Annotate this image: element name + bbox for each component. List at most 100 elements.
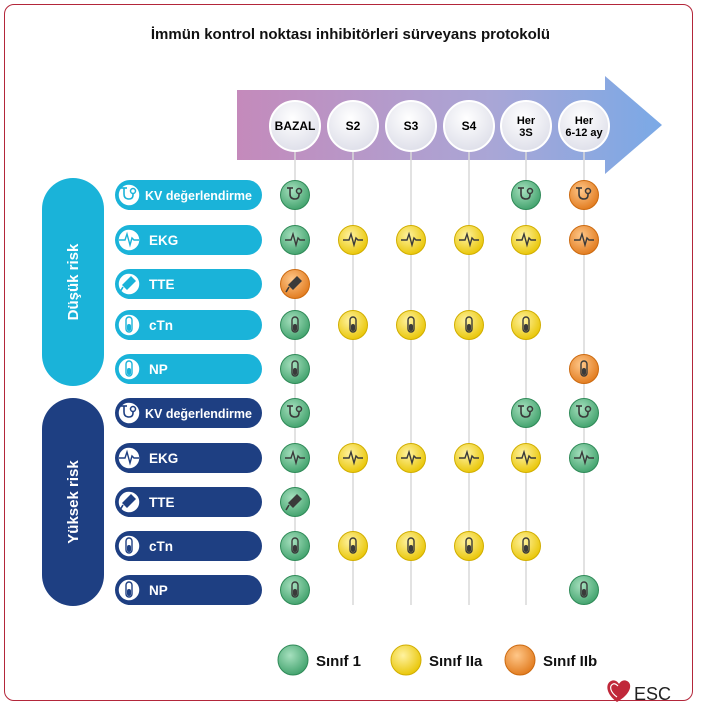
test-tube-icon xyxy=(291,581,299,598)
recommendation-dot xyxy=(569,180,599,210)
recommendation-dot xyxy=(569,398,599,428)
recommendation-dot xyxy=(511,443,541,473)
timepoint-label: BAZAL xyxy=(275,119,316,133)
probe-cable xyxy=(119,504,124,511)
class-1-dot xyxy=(511,398,541,428)
timepoint-circle xyxy=(443,100,495,152)
ultrasound-probe-icon xyxy=(122,494,136,508)
timepoint-label: 6-12 ay xyxy=(565,127,603,139)
test-tube-fill xyxy=(582,368,586,375)
esc-logo: ESC xyxy=(607,680,671,704)
class-1-dot xyxy=(280,180,310,210)
test-row-label: TTE xyxy=(149,277,175,292)
recommendation-dot xyxy=(338,225,368,255)
stethoscope-icon xyxy=(123,406,134,418)
recommendation-dot xyxy=(511,531,541,561)
legend-swatch xyxy=(390,644,422,676)
recommendation-dot xyxy=(511,310,541,340)
test-tube-icon xyxy=(291,537,299,554)
recommendation-dot xyxy=(569,443,599,473)
timepoint-circle xyxy=(558,100,610,152)
test-tube-fill xyxy=(524,545,528,552)
timepoint-header: S3 xyxy=(385,100,437,152)
test-tube-icon xyxy=(349,537,357,554)
test-tube-icon xyxy=(465,537,473,554)
ecg-wave-icon xyxy=(574,449,594,466)
test-row: KV değerlendirme xyxy=(115,180,262,210)
ecg-wave-icon xyxy=(516,231,536,248)
test-tube-icon xyxy=(465,316,473,333)
test-tube-icon xyxy=(349,316,357,333)
ecg-wave-icon xyxy=(516,449,536,466)
probe-cable xyxy=(285,504,290,511)
test-tube-icon xyxy=(407,316,415,333)
stethoscope-chestpiece xyxy=(129,187,137,195)
recommendation-dot xyxy=(280,225,310,255)
test-row-pill xyxy=(115,398,262,428)
ecg-wave-icon xyxy=(574,231,594,248)
timepoint-label: S3 xyxy=(404,119,419,133)
recommendation-dot xyxy=(396,310,426,340)
timepoint-label: Her xyxy=(575,115,594,127)
probe-cable xyxy=(285,286,290,293)
recommendation-dot xyxy=(280,575,310,605)
stethoscope-icon xyxy=(520,406,531,418)
test-tube-icon xyxy=(580,581,588,598)
stethoscope-chestpiece xyxy=(526,405,534,413)
test-row: NP xyxy=(115,354,262,384)
ultrasound-probe-icon xyxy=(122,276,136,290)
timepoint-circle xyxy=(327,100,379,152)
test-tube-fill xyxy=(127,368,131,375)
logo-text: ESC xyxy=(634,684,671,704)
recommendation-dot xyxy=(454,310,484,340)
ecg-wave-icon xyxy=(343,231,363,248)
stethoscope-icon xyxy=(289,188,300,200)
test-row: TTE xyxy=(115,487,262,517)
legend-label: Sınıf IIb xyxy=(543,653,597,670)
test-tube-icon xyxy=(125,360,133,377)
recommendation-dot xyxy=(280,180,310,210)
test-tube-fill xyxy=(409,545,413,552)
legend-label: Sınıf IIa xyxy=(429,653,483,670)
test-tube-icon xyxy=(522,537,530,554)
recommendation-dot xyxy=(338,531,368,561)
test-tube-fill xyxy=(293,324,297,331)
risk-group-pill xyxy=(42,398,104,606)
recommendation-dot xyxy=(280,443,310,473)
recommendation-dot xyxy=(454,225,484,255)
test-row-label: NP xyxy=(149,362,168,377)
test-tube-icon xyxy=(291,316,299,333)
test-tube-icon xyxy=(522,316,530,333)
recommendation-dot xyxy=(280,310,310,340)
test-tube-icon xyxy=(125,537,133,554)
timepoint-header: S2 xyxy=(327,100,379,152)
test-row-pill xyxy=(115,487,262,517)
test-row: cTn xyxy=(115,531,262,561)
recommendation-dot xyxy=(338,310,368,340)
test-row-label: NP xyxy=(149,583,168,598)
test-tube-fill xyxy=(467,324,471,331)
recommendation-dot xyxy=(338,443,368,473)
recommendation-dot xyxy=(454,531,484,561)
risk-group: Düşük risk xyxy=(42,178,104,386)
class-1-dot xyxy=(280,398,310,428)
legend-swatch xyxy=(504,644,536,676)
test-tube-fill xyxy=(582,589,586,596)
class-1-dot xyxy=(569,398,599,428)
legend-item: Sınıf 1 xyxy=(277,644,361,676)
timepoint-header: S4 xyxy=(443,100,495,152)
ecg-wave-icon xyxy=(285,231,305,248)
test-row-pill xyxy=(115,531,262,561)
test-tube-fill xyxy=(351,324,355,331)
test-row: NP xyxy=(115,575,262,605)
test-tube-fill xyxy=(293,589,297,596)
ultrasound-probe-icon xyxy=(288,494,302,508)
legend-swatch xyxy=(277,644,309,676)
class-iib-dot xyxy=(569,180,599,210)
test-tube-fill xyxy=(293,368,297,375)
recommendation-dot xyxy=(280,354,310,384)
stethoscope-chestpiece xyxy=(584,187,592,195)
stethoscope-icon xyxy=(520,188,531,200)
ecg-wave-icon xyxy=(401,449,421,466)
